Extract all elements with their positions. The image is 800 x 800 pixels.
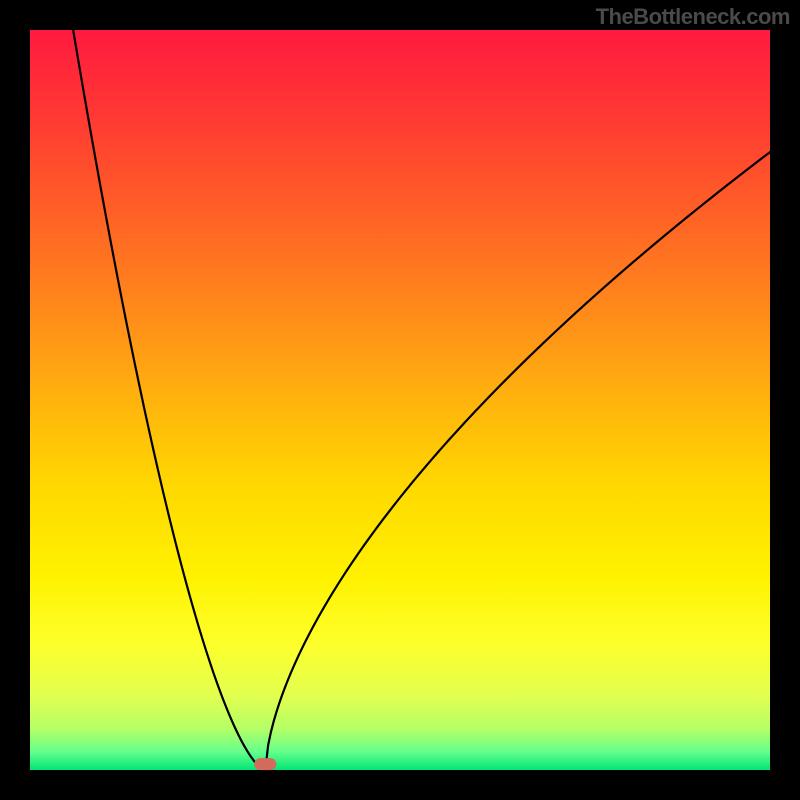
chart-container: TheBottleneck.com (0, 0, 800, 800)
minimum-marker (254, 758, 276, 770)
bottleneck-chart (0, 0, 800, 800)
chart-gradient-bg (30, 30, 770, 770)
watermark-text: TheBottleneck.com (596, 4, 790, 30)
